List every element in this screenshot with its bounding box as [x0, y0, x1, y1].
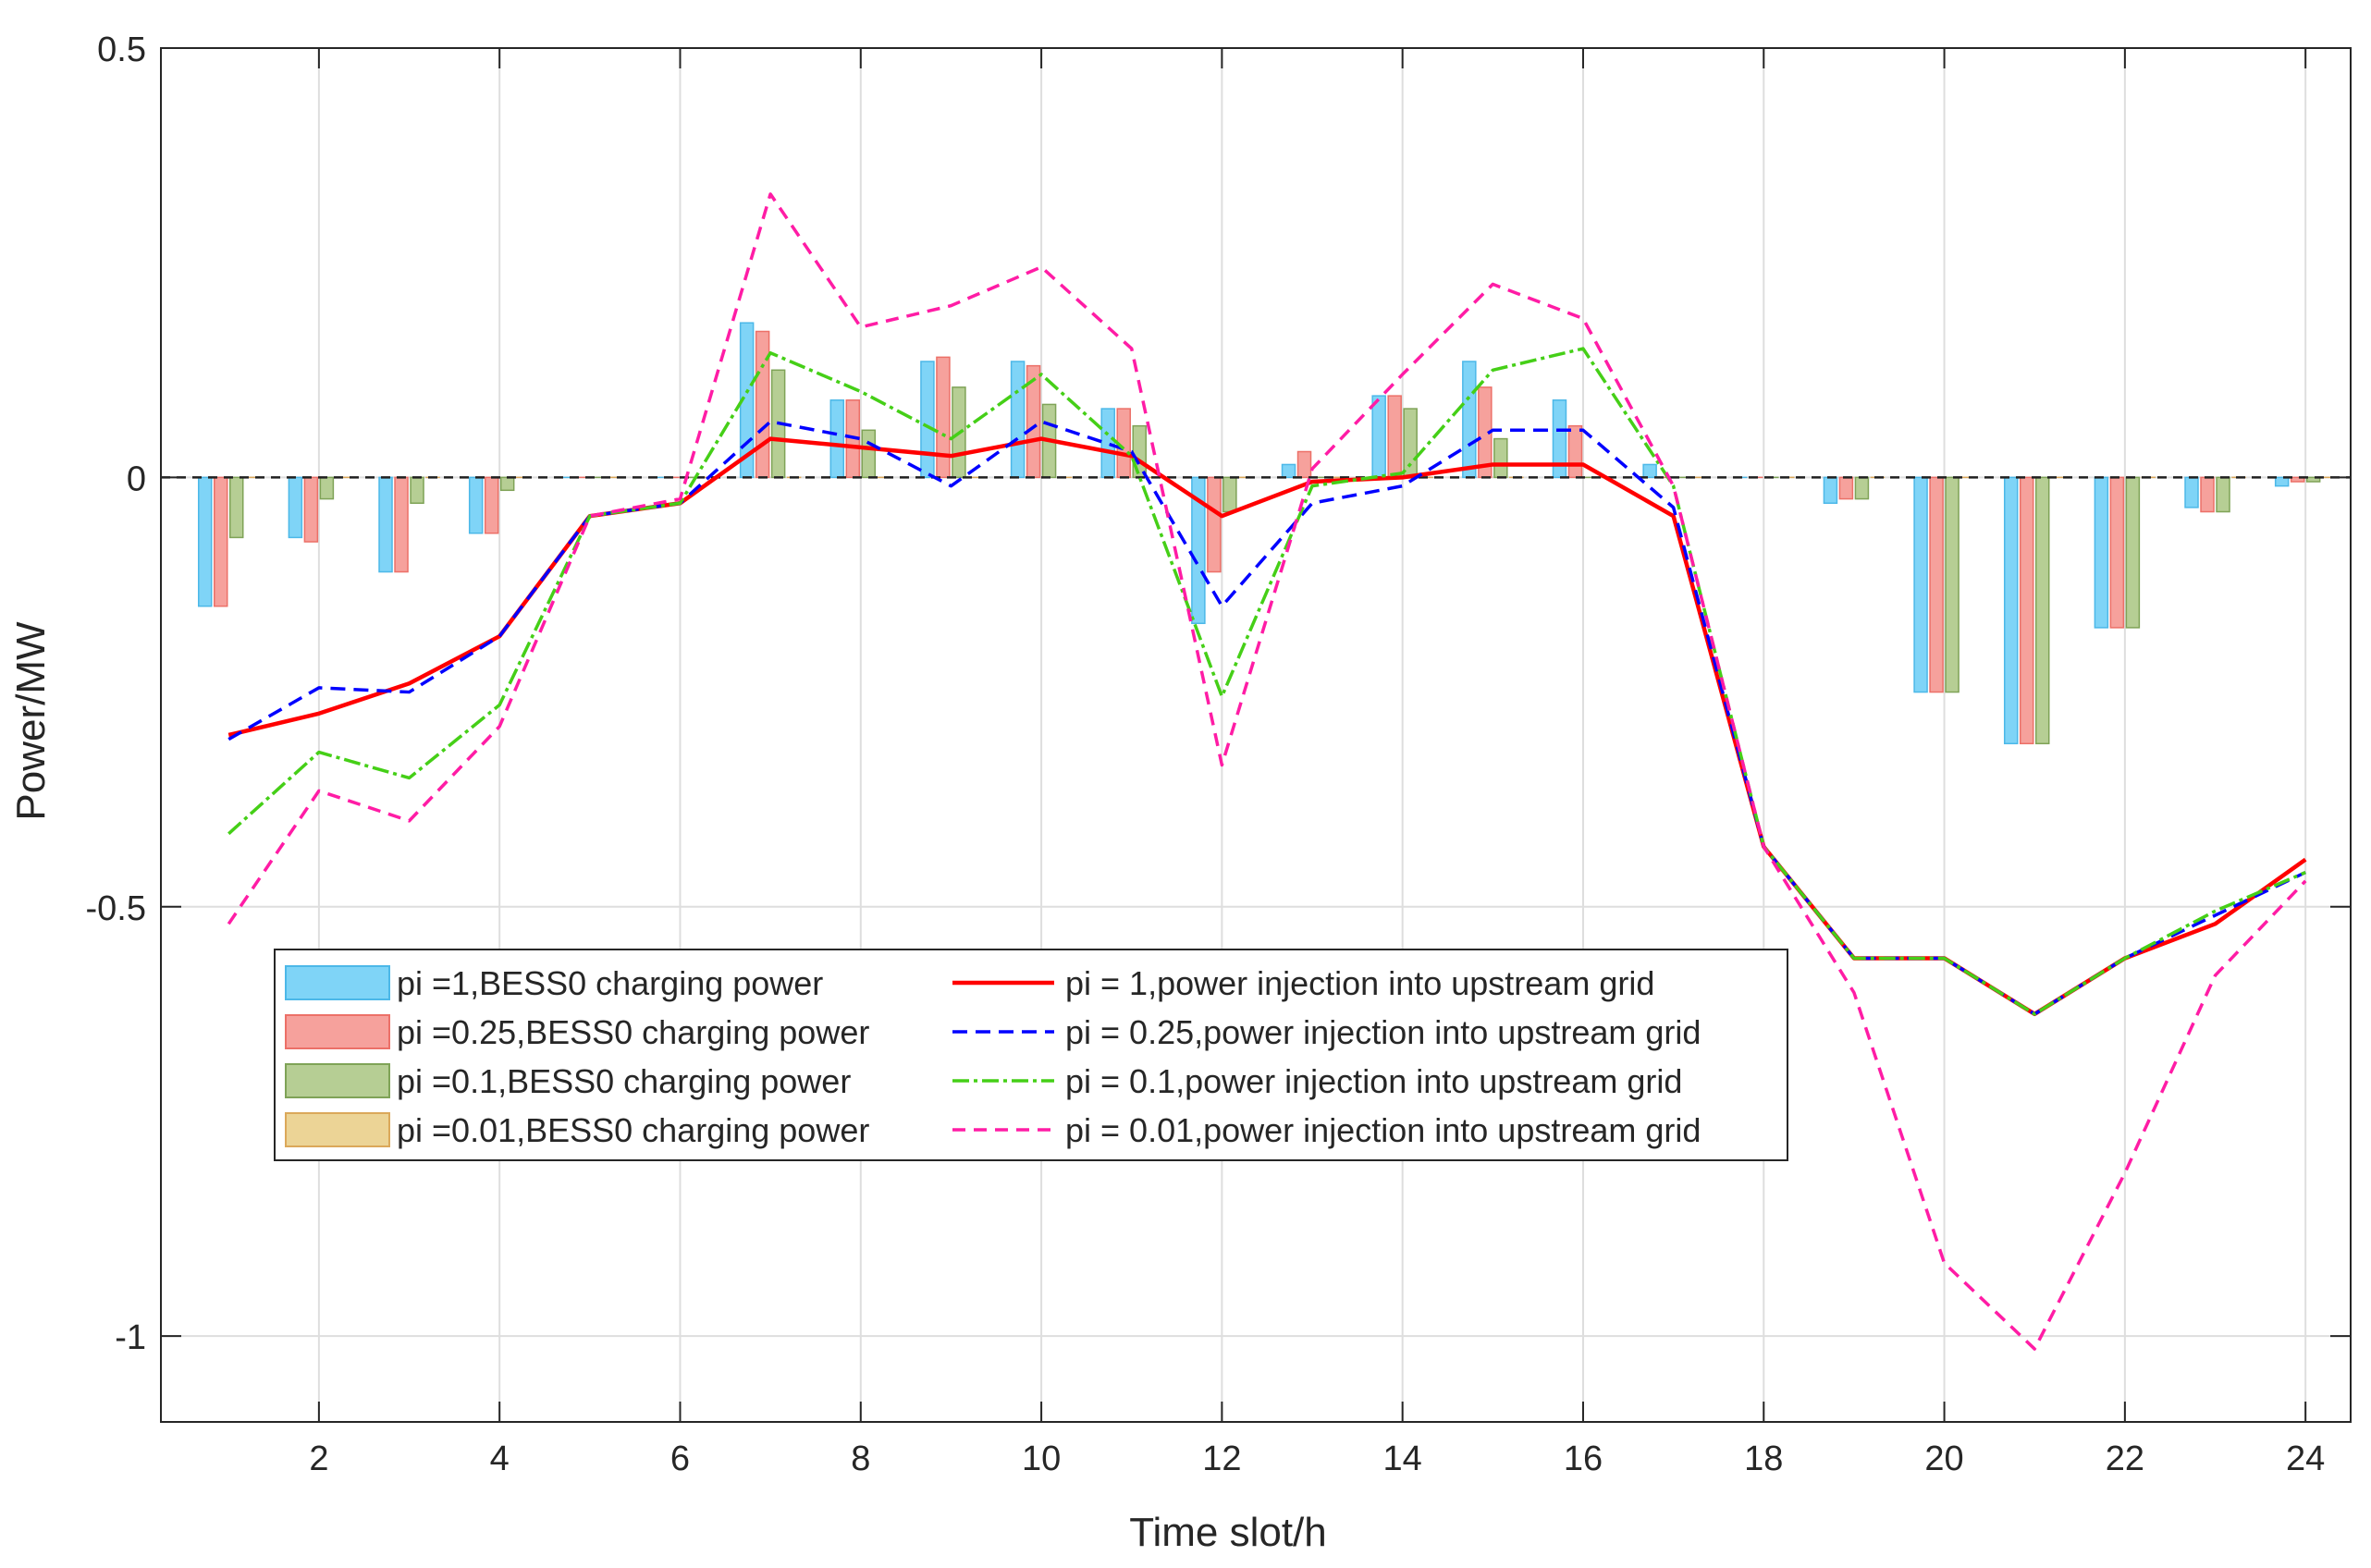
legend-label-bar-3: pi =0.01,BESS0 charging power: [397, 1111, 869, 1149]
bar-s2-t15: [1494, 439, 1507, 478]
bar-s1-t21: [2021, 477, 2033, 743]
bar-s2-t11: [1133, 426, 1146, 478]
bar-s2-t4: [501, 477, 514, 490]
bar-s1-t20: [1930, 477, 1943, 692]
legend-label-bar-2: pi =0.1,BESS0 charging power: [397, 1062, 851, 1100]
bar-s1-t7: [756, 331, 769, 477]
bar-s0-t9: [921, 361, 934, 477]
legend-swatch-bar-1: [286, 1015, 389, 1048]
legend-swatch-bar-3: [286, 1113, 389, 1146]
legend-swatch-bar-0: [286, 966, 389, 999]
bar-s0-t1: [199, 477, 212, 606]
bar-s0-t22: [2095, 477, 2107, 628]
bar-s0-t21: [2005, 477, 2018, 743]
x-tick-label: 2: [309, 1439, 328, 1478]
bar-s1-t14: [1388, 396, 1401, 477]
bar-s0-t11: [1101, 409, 1114, 477]
legend-label-line-1: pi = 0.25,power injection into upstream …: [1065, 1013, 1701, 1051]
bar-s0-t15: [1463, 361, 1476, 477]
bar-s0-t10: [1012, 361, 1025, 477]
x-tick-label: 24: [2286, 1439, 2325, 1478]
bar-s0-t14: [1372, 396, 1385, 477]
bar-s1-t9: [937, 357, 950, 477]
legend-swatch-bar-2: [286, 1064, 389, 1097]
bar-s2-t22: [2126, 477, 2139, 628]
x-tick-label: 14: [1383, 1439, 1422, 1478]
bar-s0-t20: [1914, 477, 1927, 692]
legend: pi =1,BESS0 charging power pi =0.25,BESS0…: [275, 949, 1787, 1160]
legend-label-line-3: pi = 0.01,power injection into upstream …: [1065, 1111, 1701, 1149]
bar-s2-t14: [1404, 409, 1417, 477]
bar-s2-t23: [2217, 477, 2230, 511]
x-tick-label: 12: [1202, 1439, 1241, 1478]
bar-s0-t2: [289, 477, 301, 537]
bar-s2-t20: [1946, 477, 1959, 692]
bar-s1-t12: [1208, 477, 1221, 571]
bar-s1-t16: [1568, 426, 1581, 478]
bar-s1-t1: [215, 477, 227, 606]
x-tick-label: 20: [1924, 1439, 1963, 1478]
legend-label-bar-1: pi =0.25,BESS0 charging power: [397, 1013, 869, 1051]
x-tick-label: 10: [1022, 1439, 1061, 1478]
y-tick-label: -1: [115, 1318, 146, 1357]
y-tick-label: 0: [127, 459, 146, 498]
bar-s0-t23: [2185, 477, 2198, 508]
x-tick-label: 18: [1744, 1439, 1783, 1478]
x-tick-label: 6: [670, 1439, 690, 1478]
x-tick-label: 22: [2106, 1439, 2144, 1478]
bar-s0-t3: [379, 477, 392, 571]
x-tick-label: 8: [851, 1439, 870, 1478]
bar-s0-t24: [2276, 477, 2289, 485]
bar-s0-t13: [1283, 464, 1296, 477]
bar-s1-t4: [485, 477, 498, 533]
bar-s0-t8: [830, 400, 843, 478]
bar-s0-t17: [1643, 464, 1656, 477]
legend-label-line-0: pi = 1,power injection into upstream gri…: [1065, 964, 1654, 1002]
bar-s1-t22: [2110, 477, 2123, 628]
y-axis-label: Power/MW: [8, 621, 54, 821]
x-axis-label: Time slot/h: [1129, 1510, 1327, 1555]
bar-s2-t19: [1855, 477, 1868, 498]
bar-s1-t19: [1839, 477, 1852, 498]
bar-s1-t3: [395, 477, 408, 571]
legend-label-line-2: pi = 0.1,power injection into upstream g…: [1065, 1062, 1682, 1100]
x-tick-label: 16: [1564, 1439, 1603, 1478]
bar-s0-t4: [470, 477, 483, 533]
x-tick-label: 4: [490, 1439, 510, 1478]
bar-s1-t13: [1298, 452, 1311, 478]
legend-label-bar-0: pi =1,BESS0 charging power: [397, 964, 823, 1002]
y-tick-label: 0.5: [97, 31, 146, 69]
bar-s2-t8: [862, 430, 875, 477]
bar-s2-t3: [411, 477, 424, 503]
bar-s2-t2: [320, 477, 333, 498]
bar-s2-t12: [1223, 477, 1236, 511]
bar-s1-t23: [2201, 477, 2214, 511]
bar-s0-t19: [1824, 477, 1837, 503]
y-tick-label: -0.5: [86, 889, 146, 928]
bar-s2-t1: [230, 477, 243, 537]
bar-s2-t21: [2036, 477, 2049, 743]
bar-s1-t2: [304, 477, 317, 542]
